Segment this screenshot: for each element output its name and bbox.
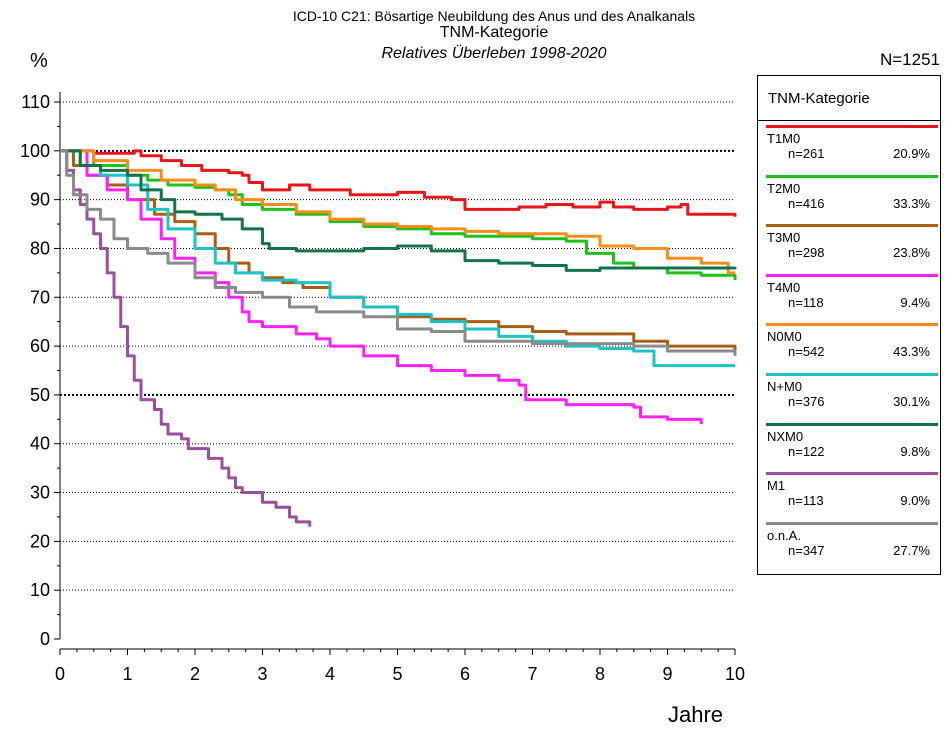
legend-swatch bbox=[766, 273, 938, 277]
legend-series-count: n=113 bbox=[788, 493, 824, 509]
legend-series-count: n=122 bbox=[788, 443, 825, 459]
legend-series-count: n=416 bbox=[788, 195, 825, 211]
x-tick-label: 4 bbox=[325, 664, 335, 684]
legend-series-name: NXM0 bbox=[767, 428, 804, 444]
x-axis-label: Jahre bbox=[668, 702, 724, 727]
legend-swatch bbox=[766, 472, 938, 476]
legend-series-percent: 9.4% bbox=[900, 294, 930, 310]
legend-series-count: n=376 bbox=[788, 394, 825, 409]
legend-series-name: T3M0 bbox=[767, 230, 801, 246]
y-tick-label: 20 bbox=[30, 531, 50, 551]
chart-legend: TNM-Kategorie T1M0 n=261 20.9% T2M0 n=416 33.… bbox=[757, 75, 941, 575]
chart-subtitle: TNM-Kategorie bbox=[439, 24, 549, 41]
total-count-label: N=1251 bbox=[879, 50, 940, 69]
y-tick-label: 110 bbox=[21, 92, 50, 112]
legend-series-count: n=298 bbox=[788, 245, 825, 261]
legend-series-percent: 9.8% bbox=[900, 443, 930, 459]
legend-series-count: n=261 bbox=[788, 146, 825, 161]
x-tick-label: 8 bbox=[595, 664, 605, 684]
legend-swatch bbox=[766, 174, 938, 178]
legend-swatch bbox=[766, 521, 938, 525]
y-tick-label: 10 bbox=[30, 580, 50, 600]
x-tick-label: 10 bbox=[725, 664, 745, 684]
x-tick-label: 0 bbox=[55, 664, 65, 684]
legend-title: TNM-Kategorie bbox=[768, 90, 870, 107]
y-tick-label: 100 bbox=[20, 141, 50, 161]
chart-subtitle-2: Relatives Überleben 1998-2020 bbox=[381, 45, 607, 62]
legend-swatch bbox=[766, 125, 938, 128]
y-tick-label: 0 bbox=[40, 629, 50, 649]
series-line-t2m0 bbox=[60, 149, 737, 281]
legend-series-name: N+M0 bbox=[767, 379, 803, 394]
legend-entry: T4M0 n=118 9.4% bbox=[758, 273, 940, 323]
legend-series-name: M1 bbox=[767, 478, 786, 494]
legend-entry: T3M0 n=298 23.8% bbox=[758, 224, 940, 273]
x-tick-label: 3 bbox=[257, 664, 267, 684]
y-tick-label: 30 bbox=[30, 483, 50, 503]
legend-series-percent: 20.9% bbox=[893, 146, 930, 161]
x-tick-label: 6 bbox=[460, 664, 470, 684]
legend-series-count: n=347 bbox=[788, 542, 825, 558]
series-line-t4m0 bbox=[60, 149, 703, 425]
x-tick-label: 7 bbox=[527, 664, 537, 684]
x-tick-label: 9 bbox=[662, 664, 672, 684]
legend-series-percent: 43.3% bbox=[893, 344, 930, 360]
x-tick-label: 5 bbox=[392, 664, 402, 684]
y-tick-label: 60 bbox=[30, 336, 50, 356]
x-tick-label: 1 bbox=[122, 664, 132, 684]
legend-swatch bbox=[766, 373, 938, 376]
legend-series-percent: 27.7% bbox=[893, 542, 930, 558]
legend-series-name: N0M0 bbox=[767, 329, 802, 345]
legend-series-name: T1M0 bbox=[767, 131, 801, 146]
y-tick-label: 80 bbox=[30, 238, 50, 258]
y-tick-label: 40 bbox=[30, 434, 50, 454]
series-line-o-n-a- bbox=[60, 149, 737, 356]
y-tick-label: 50 bbox=[30, 385, 50, 405]
legend-series-percent: 9.0% bbox=[900, 493, 930, 509]
legend-divider bbox=[758, 120, 940, 121]
x-tick-label: 2 bbox=[190, 664, 200, 684]
legend-entry: N0M0 n=542 43.3% bbox=[758, 323, 940, 372]
series-line-t1m0 bbox=[60, 149, 737, 217]
legend-series-percent: 33.3% bbox=[893, 195, 930, 211]
legend-swatch bbox=[766, 422, 938, 426]
y-tick-label: 90 bbox=[30, 190, 50, 210]
legend-entry: T2M0 n=416 33.3% bbox=[758, 174, 940, 224]
legend-swatch bbox=[766, 323, 938, 327]
legend-series-count: n=542 bbox=[788, 344, 825, 360]
series-line-n0m0 bbox=[60, 149, 735, 275]
legend-series-name: o.n.A. bbox=[767, 527, 801, 543]
legend-series-count: n=118 bbox=[788, 294, 824, 310]
legend-entry: o.n.A. n=347 27.7% bbox=[758, 521, 940, 571]
series-line-m1 bbox=[60, 149, 312, 527]
legend-entry: M1 n=113 9.0% bbox=[758, 472, 940, 521]
legend-entry: T1M0 n=261 20.9% bbox=[758, 125, 940, 174]
y-axis-label: % bbox=[30, 50, 48, 72]
chart-title: ICD-10 C21: Bösartige Neubildung des Anu… bbox=[292, 8, 696, 24]
series-line-nxm0 bbox=[60, 149, 737, 272]
legend-entry: N+M0 n=376 30.1% bbox=[758, 373, 940, 422]
legend-series-name: T2M0 bbox=[767, 180, 801, 196]
legend-swatch bbox=[766, 224, 938, 228]
legend-entry: NXM0 n=122 9.8% bbox=[758, 422, 940, 472]
legend-series-name: T4M0 bbox=[767, 279, 801, 295]
series-line-n-m0 bbox=[60, 149, 735, 368]
legend-series-percent: 23.8% bbox=[893, 245, 930, 261]
y-tick-label: 70 bbox=[30, 287, 50, 307]
legend-series-percent: 30.1% bbox=[893, 394, 930, 409]
